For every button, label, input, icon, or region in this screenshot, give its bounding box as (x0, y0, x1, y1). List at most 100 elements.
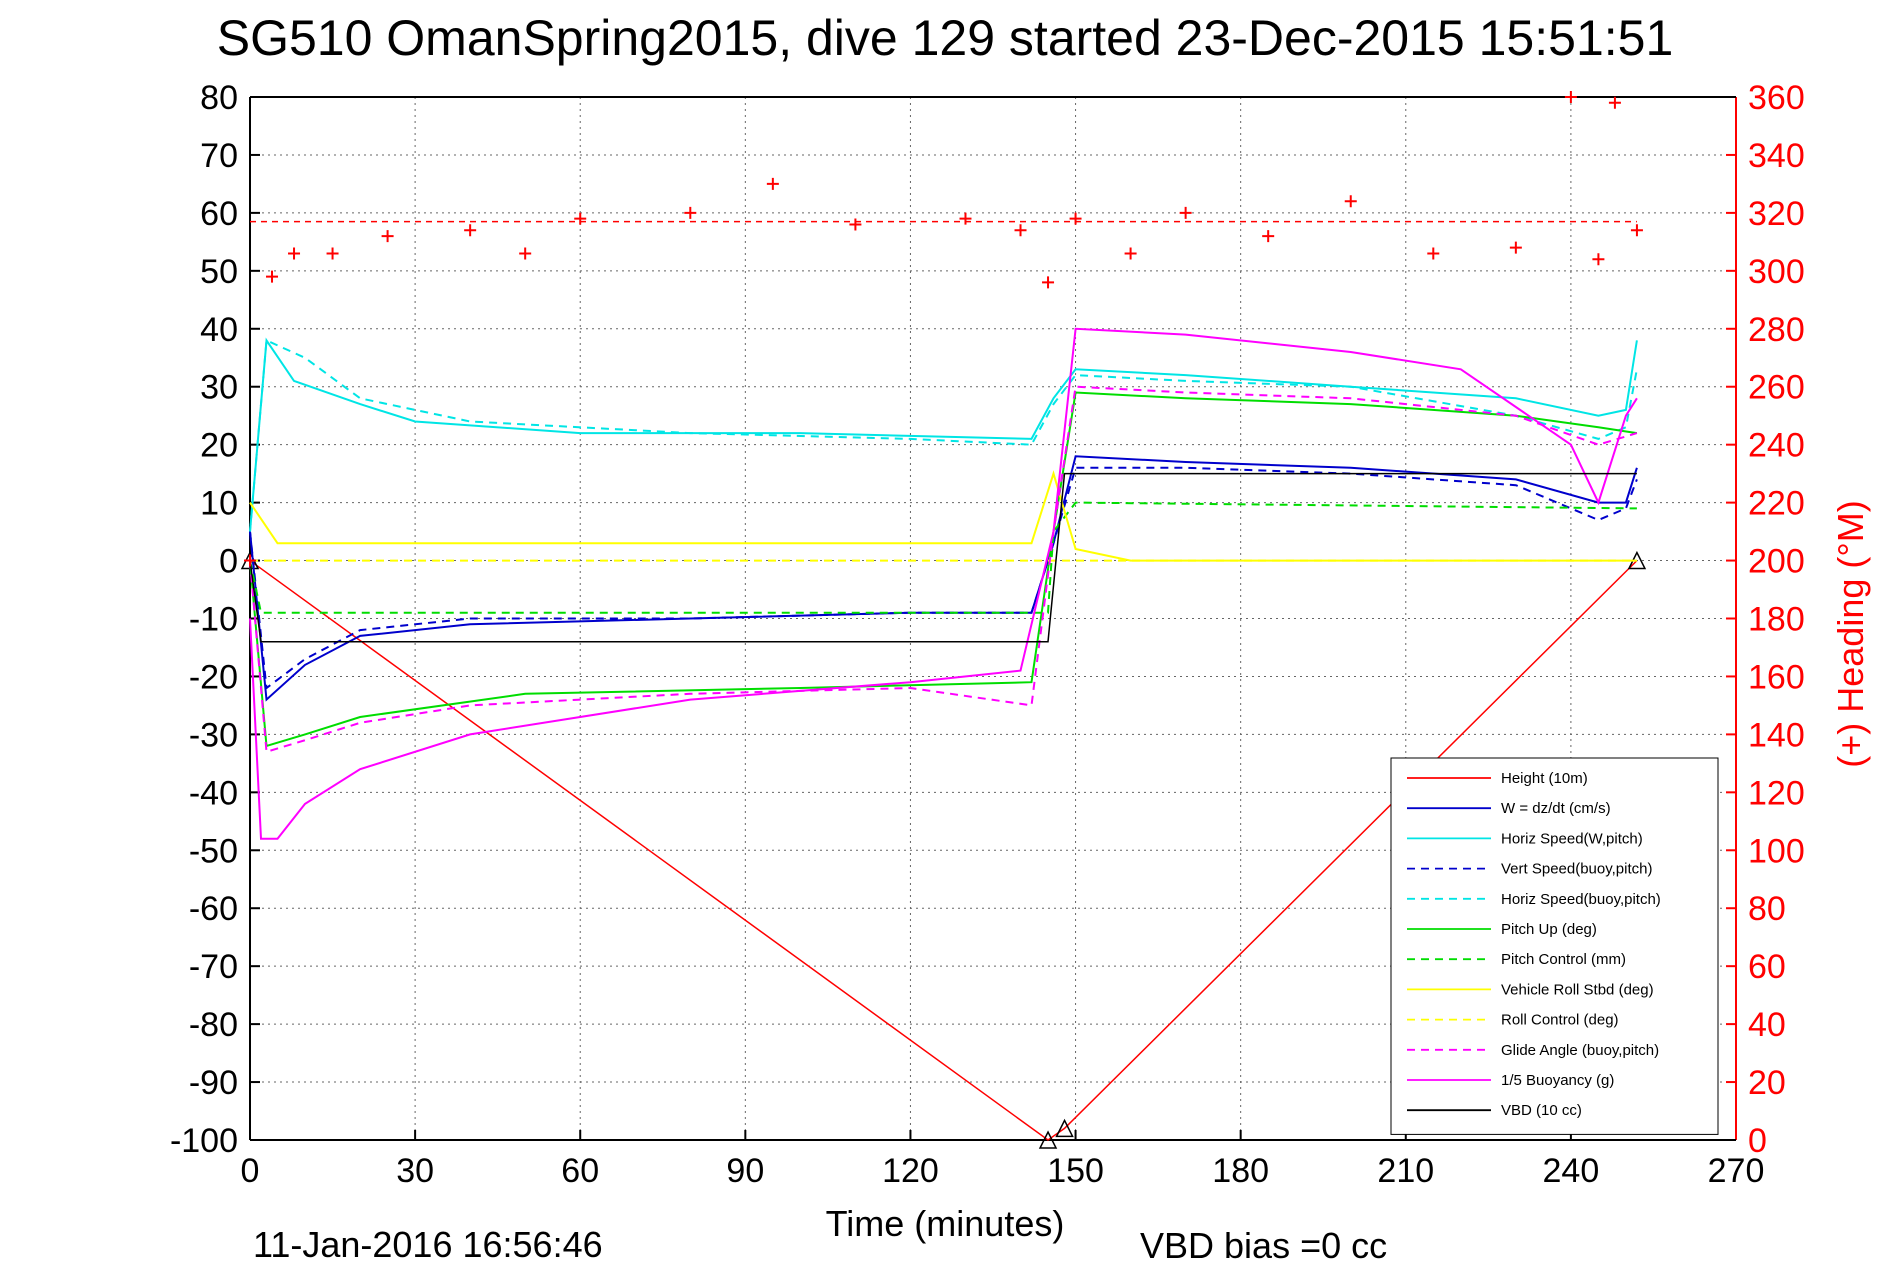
x-tick-label: 30 (396, 1152, 434, 1190)
grid-lines (249, 96, 1737, 1141)
y-tick-label-right: 140 (1748, 716, 1805, 754)
legend-label: 1/5 Buoyancy (g) (1501, 1072, 1614, 1089)
heading-point (1509, 241, 1522, 254)
heading-point (684, 206, 697, 219)
y-tick-label-left: -90 (189, 1064, 238, 1102)
y-tick-label-right: 80 (1748, 890, 1786, 928)
y-tick-label-right: 20 (1748, 1064, 1786, 1102)
series-line-1-5-buoyancy-g (249, 327, 1638, 840)
legend-label: W = dz/dt (cm/s) (1501, 800, 1611, 817)
y-tick-label-right: 60 (1748, 948, 1786, 986)
y-tick-label-left: -30 (189, 716, 238, 754)
y-tick-labels-left: 80 70 60 50 40 30 20 10 0 -10 -20 -30 -40 -50 -60 -70 -8… (170, 79, 238, 1160)
height-marker (1055, 1118, 1074, 1138)
x-tick-label: 0 (241, 1152, 260, 1190)
heading-point (326, 247, 339, 260)
y-tick-label-right: 180 (1748, 601, 1805, 639)
legend-label: Glide Angle (buoy,pitch) (1501, 1042, 1659, 1059)
legend-label: Horiz Speed(buoy,pitch) (1501, 891, 1661, 908)
heading-point (1124, 247, 1137, 260)
legend-label: Roll Control (deg) (1501, 1012, 1619, 1029)
data-series (240, 91, 1647, 1149)
y-tick-label-left: -80 (189, 1006, 238, 1044)
y-tick-label-right: 100 (1748, 832, 1805, 870)
heading-point (1262, 230, 1275, 243)
legend-label: Pitch Up (deg) (1501, 921, 1597, 938)
series-line-height-10m (249, 559, 1638, 1141)
heading-point (766, 177, 779, 190)
y-tick-label-right: 220 (1748, 485, 1805, 523)
legend-label: Height (10m) (1501, 770, 1588, 787)
x-tick-label: 120 (882, 1152, 939, 1190)
series-line-horiz-speed-w-pitch (249, 337, 1638, 532)
x-tick-label: 150 (1047, 1152, 1104, 1190)
heading-point (1179, 206, 1192, 219)
y-tick-label-left: -70 (189, 948, 238, 986)
y-tick-label-right: 240 (1748, 427, 1805, 465)
y-tick-label-right: 40 (1748, 1006, 1786, 1044)
y-tick-label-left: 60 (200, 195, 238, 233)
heading-point (1608, 96, 1621, 109)
heading-point (959, 212, 972, 225)
heading-point (244, 554, 256, 567)
legend-label: VBD (10 cc) (1501, 1102, 1582, 1119)
x-axis-label: Time (minutes) (826, 1203, 1065, 1244)
series-line-vbd-10-cc (249, 472, 1637, 643)
y-tick-label-right: 0 (1748, 1122, 1767, 1160)
y-tick-label-left: -100 (170, 1122, 238, 1160)
y-tick-label-left: 40 (200, 311, 238, 349)
x-tick-label: 210 (1377, 1152, 1434, 1190)
x-tick-label: 180 (1212, 1152, 1269, 1190)
y-tick-label-left: 50 (200, 253, 238, 291)
chart-title: SG510 OmanSpring2015, dive 129 started 2… (217, 10, 1674, 66)
x-tick-label: 270 (1708, 1152, 1765, 1190)
heading-point (849, 218, 862, 231)
y-tick-label-left: 80 (200, 79, 238, 117)
heading-point (1344, 195, 1357, 208)
heading-point (1592, 253, 1605, 266)
y-tick-label-right: 160 (1748, 658, 1805, 696)
x-tick-label: 60 (561, 1152, 599, 1190)
heading-point (266, 270, 279, 283)
legend-box (1390, 757, 1719, 1135)
y-tick-label-right: 320 (1748, 195, 1805, 233)
heading-point (464, 224, 477, 237)
y-tick-label-right: 120 (1748, 774, 1805, 812)
y-tick-label-left: 70 (200, 137, 238, 175)
y-tick-label-right: 200 (1748, 543, 1805, 581)
y-tick-labels-right: 3603403203002802602402202001801601401201… (1748, 79, 1805, 1160)
heading-point (1564, 91, 1577, 103)
y-tick-label-left: -10 (189, 601, 238, 639)
heading-point (288, 247, 301, 260)
y-tick-label-left: 20 (200, 427, 238, 465)
y-tick-label-right: 260 (1748, 369, 1805, 407)
y-axis-label-right: (+) Heading (°M) (1830, 500, 1871, 767)
y-tick-label-right: 340 (1748, 137, 1805, 175)
y-tick-label-right: 360 (1748, 79, 1805, 117)
heading-point (1427, 247, 1440, 260)
y-tick-label-left: -60 (189, 890, 238, 928)
y-tick-label-left: 30 (200, 369, 238, 407)
legend-label: Horiz Speed(W,pitch) (1501, 830, 1643, 847)
heading-point (1069, 212, 1082, 225)
heading-point (1042, 276, 1055, 289)
y-tick-label-right: 300 (1748, 253, 1805, 291)
x-tick-label: 240 (1543, 1152, 1600, 1190)
heading-point (381, 230, 394, 243)
series-line-horiz-speed-buoy-pitch (249, 338, 1638, 532)
height-marker (1038, 1130, 1058, 1149)
legend-label: Vert Speed(buoy,pitch) (1501, 861, 1652, 878)
series-line-pitch-control-mm (249, 501, 1637, 614)
legend: Height (10m) W = dz/dt (cm/s) Horiz Speed(… (1390, 757, 1719, 1135)
legend-label: Pitch Control (mm) (1501, 951, 1626, 968)
legend-label: Vehicle Roll Stbd (deg) (1501, 981, 1654, 998)
x-tick-labels: 0 30 60 90 120 150 180 210 240 270 (241, 1152, 1765, 1190)
y-tick-label-left: 0 (219, 543, 238, 581)
heading-point (1630, 224, 1643, 237)
heading-point (1014, 224, 1027, 237)
x-tick-label: 90 (726, 1152, 764, 1190)
y-tick-label-left: 10 (200, 485, 238, 523)
y-tick-label-left: -50 (189, 832, 238, 870)
y-tick-label-left: -40 (189, 774, 238, 812)
